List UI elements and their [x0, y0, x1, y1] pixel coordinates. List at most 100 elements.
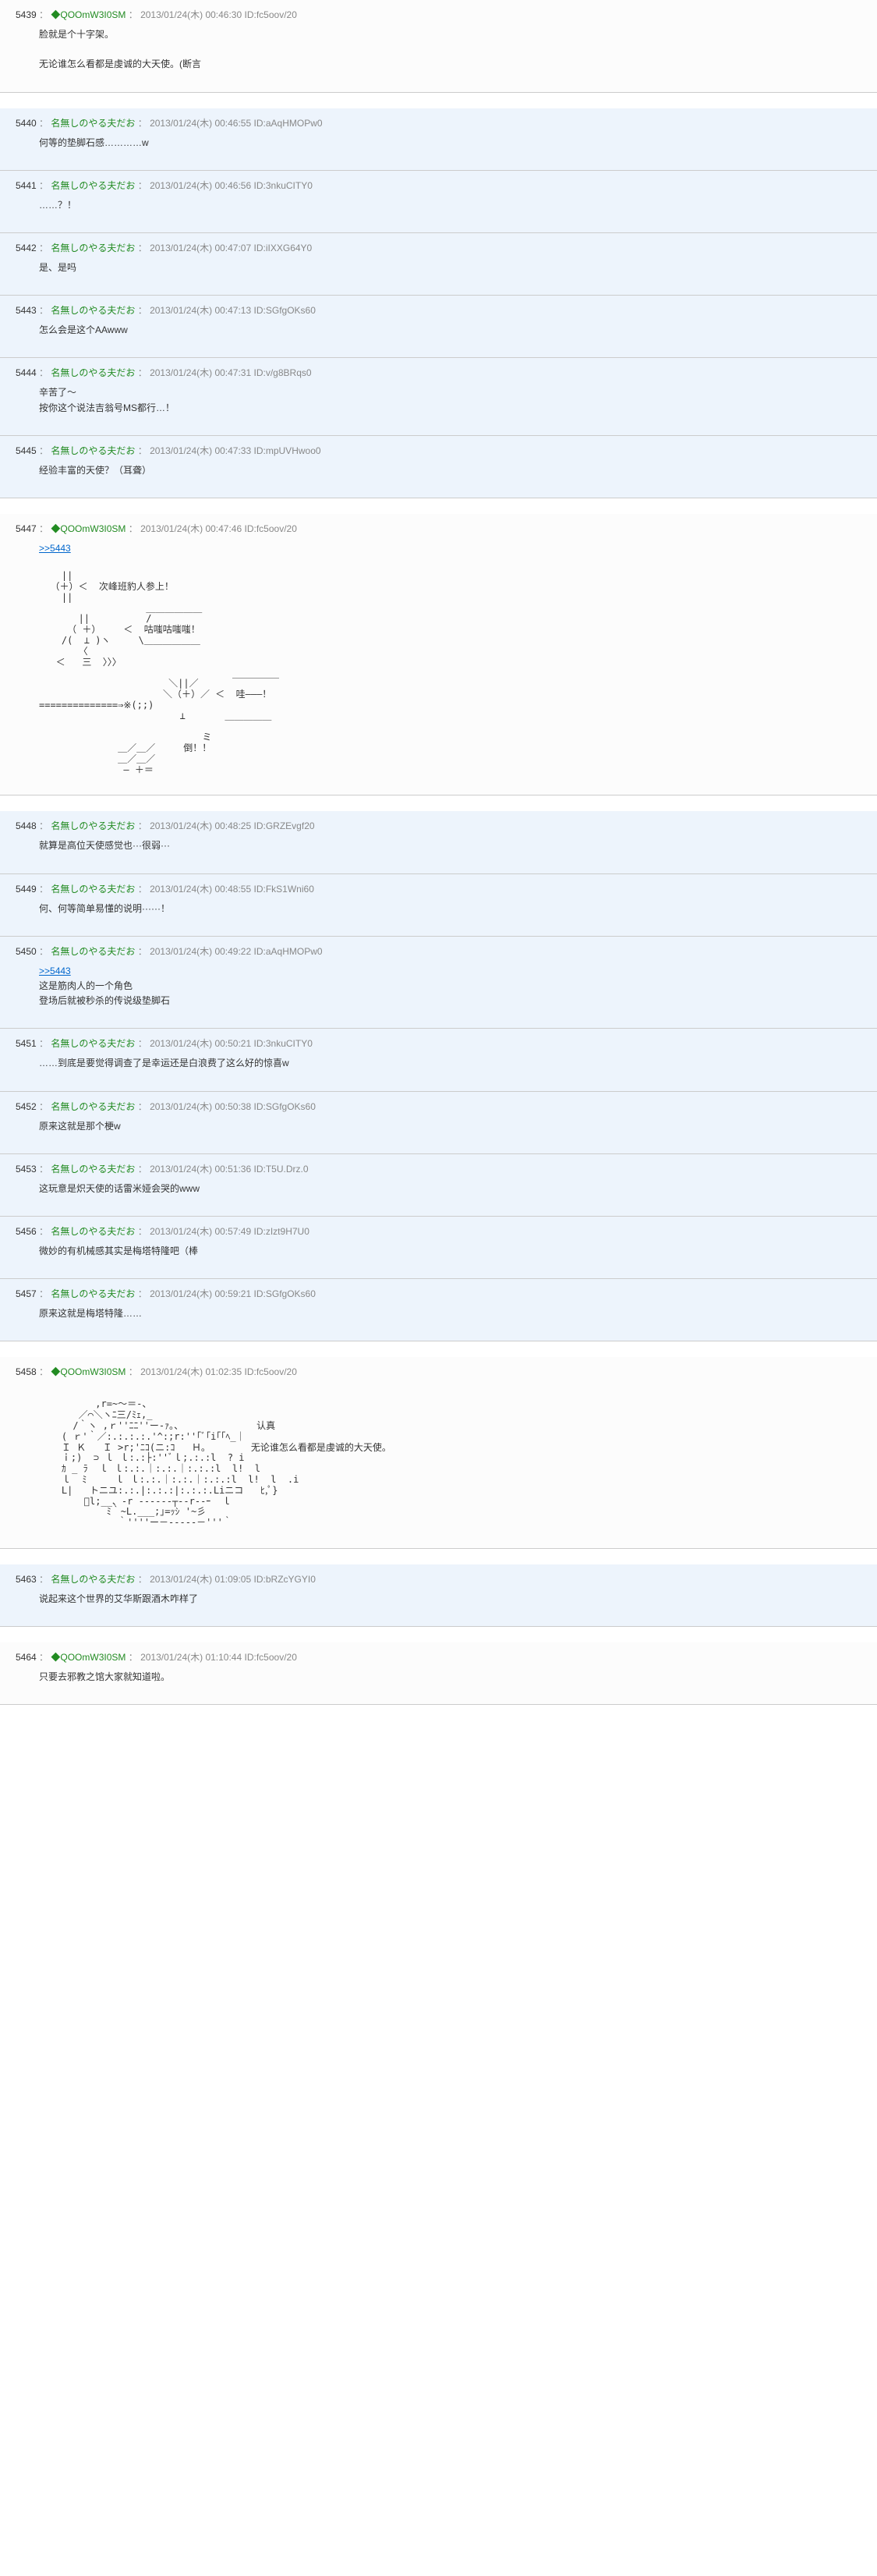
post-number: 5447	[16, 523, 37, 534]
post-username: 名無しのやる夫だお	[51, 1164, 135, 1175]
post-username: ◆QOOmW3I0SM	[51, 1366, 126, 1377]
post-id: ID:SGfgOKs60	[254, 305, 316, 316]
post-date: 2013/01/24(木) 00:50:21	[150, 1038, 251, 1049]
post-number: 5439	[16, 9, 37, 20]
forum-post: 5442 ： 名無しのやる夫だお ： 2013/01/24(木) 00:47:0…	[0, 233, 877, 296]
post-number: 5464	[16, 1652, 37, 1663]
forum-post: 5452 ： 名無しのやる夫だお ： 2013/01/24(木) 00:50:3…	[0, 1092, 877, 1154]
post-number: 5463	[16, 1574, 37, 1585]
post-date: 2013/01/24(木) 00:47:46	[140, 523, 242, 534]
post-date: 2013/01/24(木) 00:49:22	[150, 946, 251, 957]
post-number: 5441	[16, 180, 37, 191]
post-number: 5444	[16, 367, 37, 378]
post-id: ID:fc5oov/20	[245, 1652, 297, 1663]
post-header: 5444 ： 名無しのやる夫だお ： 2013/01/24(木) 00:47:3…	[16, 366, 861, 379]
post-id: ID:SGfgOKs60	[254, 1288, 316, 1299]
post-id: ID:fc5oov/20	[245, 1366, 297, 1377]
post-date: 2013/01/24(木) 01:09:05	[150, 1574, 251, 1585]
forum-post: 5451 ： 名無しのやる夫だお ： 2013/01/24(木) 00:50:2…	[0, 1029, 877, 1091]
forum-post: 5458 ： ◆QOOmW3I0SM ： 2013/01/24(木) 01:02…	[0, 1357, 877, 1549]
post-id: ID:aAqHMOPw0	[254, 946, 323, 957]
post-reference[interactable]: >>5443	[39, 543, 71, 554]
post-date: 2013/01/24(木) 00:47:13	[150, 305, 251, 316]
forum-post: 5463 ： 名無しのやる夫だお ： 2013/01/24(木) 01:09:0…	[0, 1564, 877, 1627]
ascii-art: || （＋）＜ 次峰班豹人参上！ || ＿＿＿＿＿＿ || / （ ＋） ＜ 咕…	[39, 571, 861, 775]
post-header: 5457 ： 名無しのやる夫だお ： 2013/01/24(木) 00:59:2…	[16, 1287, 861, 1300]
post-number: 5442	[16, 243, 37, 253]
post-header: 5443 ： 名無しのやる夫だお ： 2013/01/24(木) 00:47:1…	[16, 303, 861, 317]
post-date: 2013/01/24(木) 00:46:55	[150, 118, 251, 129]
post-number: 5458	[16, 1366, 37, 1377]
ascii-art: ,r=~～＝-、 ／⌒＼ヽﾆ三/ﾐｪ,_ /｀ヽ ,ｒ''ﾆﾆ''ー-ｧ｡、 认…	[39, 1399, 861, 1529]
post-reference[interactable]: >>5443	[39, 966, 71, 976]
forum-post: 5450 ： 名無しのやる夫だお ： 2013/01/24(木) 00:49:2…	[0, 937, 877, 1029]
post-number: 5449	[16, 884, 37, 895]
post-header: 5451 ： 名無しのやる夫だお ： 2013/01/24(木) 00:50:2…	[16, 1036, 861, 1050]
post-id: ID:mpUVHwoo0	[254, 445, 321, 456]
post-body: 是、是吗	[39, 260, 861, 275]
post-body: ……？！	[39, 198, 861, 213]
post-header: 5440 ： 名無しのやる夫だお ： 2013/01/24(木) 00:46:5…	[16, 116, 861, 129]
forum-post: 5444 ： 名無しのやる夫だお ： 2013/01/24(木) 00:47:3…	[0, 358, 877, 435]
post-header: 5449 ： 名無しのやる夫だお ： 2013/01/24(木) 00:48:5…	[16, 882, 861, 895]
post-username: 名無しのやる夫だお	[51, 884, 135, 895]
post-number: 5451	[16, 1038, 37, 1049]
forum-post: 5464 ： ◆QOOmW3I0SM ： 2013/01/24(木) 01:10…	[0, 1642, 877, 1705]
post-header: 5448 ： 名無しのやる夫だお ： 2013/01/24(木) 00:48:2…	[16, 819, 861, 832]
post-number: 5450	[16, 946, 37, 957]
post-number: 5445	[16, 445, 37, 456]
post-id: ID:bRZcYGYI0	[254, 1574, 316, 1585]
post-username: 名無しのやる夫だお	[51, 1574, 135, 1585]
post-id: ID:FkS1Wni60	[254, 884, 314, 895]
post-header: 5456 ： 名無しのやる夫だお ： 2013/01/24(木) 00:57:4…	[16, 1224, 861, 1238]
post-username: 名無しのやる夫だお	[51, 243, 135, 253]
post-number: 5457	[16, 1288, 37, 1299]
post-header: 5445 ： 名無しのやる夫だお ： 2013/01/24(木) 00:47:3…	[16, 444, 861, 457]
forum-post: 5439 ： ◆QOOmW3I0SM ： 2013/01/24(木) 00:46…	[0, 0, 877, 93]
post-date: 2013/01/24(木) 01:02:35	[140, 1366, 242, 1377]
post-header: 5441 ： 名無しのやる夫だお ： 2013/01/24(木) 00:46:5…	[16, 179, 861, 192]
post-body: >>5443 || （＋）＜ 次峰班豹人参上！ || ＿＿＿＿＿＿ || / （…	[39, 541, 861, 776]
post-number: 5440	[16, 118, 37, 129]
post-header: 5452 ： 名無しのやる夫だお ： 2013/01/24(木) 00:50:3…	[16, 1100, 861, 1113]
post-username: 名無しのやる夫だお	[51, 118, 135, 129]
post-body: 只要去邪教之馆大家就知道啦。	[39, 1670, 861, 1685]
post-username: ◆QOOmW3I0SM	[51, 9, 126, 20]
post-number: 5453	[16, 1164, 37, 1175]
post-number: 5452	[16, 1101, 37, 1112]
post-username: ◆QOOmW3I0SM	[51, 523, 126, 534]
post-body: 就算是高位天使感觉也···很弱···	[39, 838, 861, 853]
post-username: 名無しのやる夫だお	[51, 305, 135, 316]
post-username: 名無しのやる夫だお	[51, 445, 135, 456]
post-id: ID:aAqHMOPw0	[254, 118, 323, 129]
post-username: 名無しのやる夫だお	[51, 1101, 135, 1112]
post-header: 5439 ： ◆QOOmW3I0SM ： 2013/01/24(木) 00:46…	[16, 8, 861, 21]
forum-post: 5441 ： 名無しのやる夫だお ： 2013/01/24(木) 00:46:5…	[0, 171, 877, 233]
post-username: 名無しのやる夫だお	[51, 820, 135, 831]
post-header: 5450 ： 名無しのやる夫だお ： 2013/01/24(木) 00:49:2…	[16, 944, 861, 958]
post-id: ID:v/g8BRqs0	[254, 367, 312, 378]
forum-post: 5456 ： 名無しのやる夫だお ： 2013/01/24(木) 00:57:4…	[0, 1217, 877, 1279]
post-body: 微妙的有机械感其实是梅塔特隆吧（棒	[39, 1244, 861, 1259]
post-body: >>5443这是筋肉人的一个角色登场后就被秒杀的传说级垫脚石	[39, 964, 861, 1009]
post-id: ID:fc5oov/20	[245, 523, 297, 534]
post-number: 5448	[16, 820, 37, 831]
post-id: ID:3nkuCITY0	[254, 1038, 313, 1049]
post-body: ……到底是要觉得调查了是幸运还是白浪费了这么好的惊喜w	[39, 1056, 861, 1071]
post-username: 名無しのやる夫だお	[51, 367, 135, 378]
post-header: 5463 ： 名無しのやる夫だお ： 2013/01/24(木) 01:09:0…	[16, 1572, 861, 1586]
post-date: 2013/01/24(木) 00:51:36	[150, 1164, 251, 1175]
post-date: 2013/01/24(木) 00:46:56	[150, 180, 251, 191]
post-body: 何等的垫脚石感…………w	[39, 136, 861, 151]
post-username: 名無しのやる夫だお	[51, 1288, 135, 1299]
post-body: 原来这就是梅塔特隆……	[39, 1306, 861, 1321]
post-header: 5442 ： 名無しのやる夫だお ： 2013/01/24(木) 00:47:0…	[16, 241, 861, 254]
post-id: ID:T5U.Drz.0	[254, 1164, 309, 1175]
post-date: 2013/01/24(木) 00:47:31	[150, 367, 251, 378]
post-username: ◆QOOmW3I0SM	[51, 1652, 126, 1663]
post-header: 5464 ： ◆QOOmW3I0SM ： 2013/01/24(木) 01:10…	[16, 1650, 861, 1664]
post-header: 5447 ： ◆QOOmW3I0SM ： 2013/01/24(木) 00:47…	[16, 522, 861, 535]
post-date: 2013/01/24(木) 00:50:38	[150, 1101, 251, 1112]
post-body: 怎么会是这个AAwww	[39, 323, 861, 338]
post-number: 5443	[16, 305, 37, 316]
